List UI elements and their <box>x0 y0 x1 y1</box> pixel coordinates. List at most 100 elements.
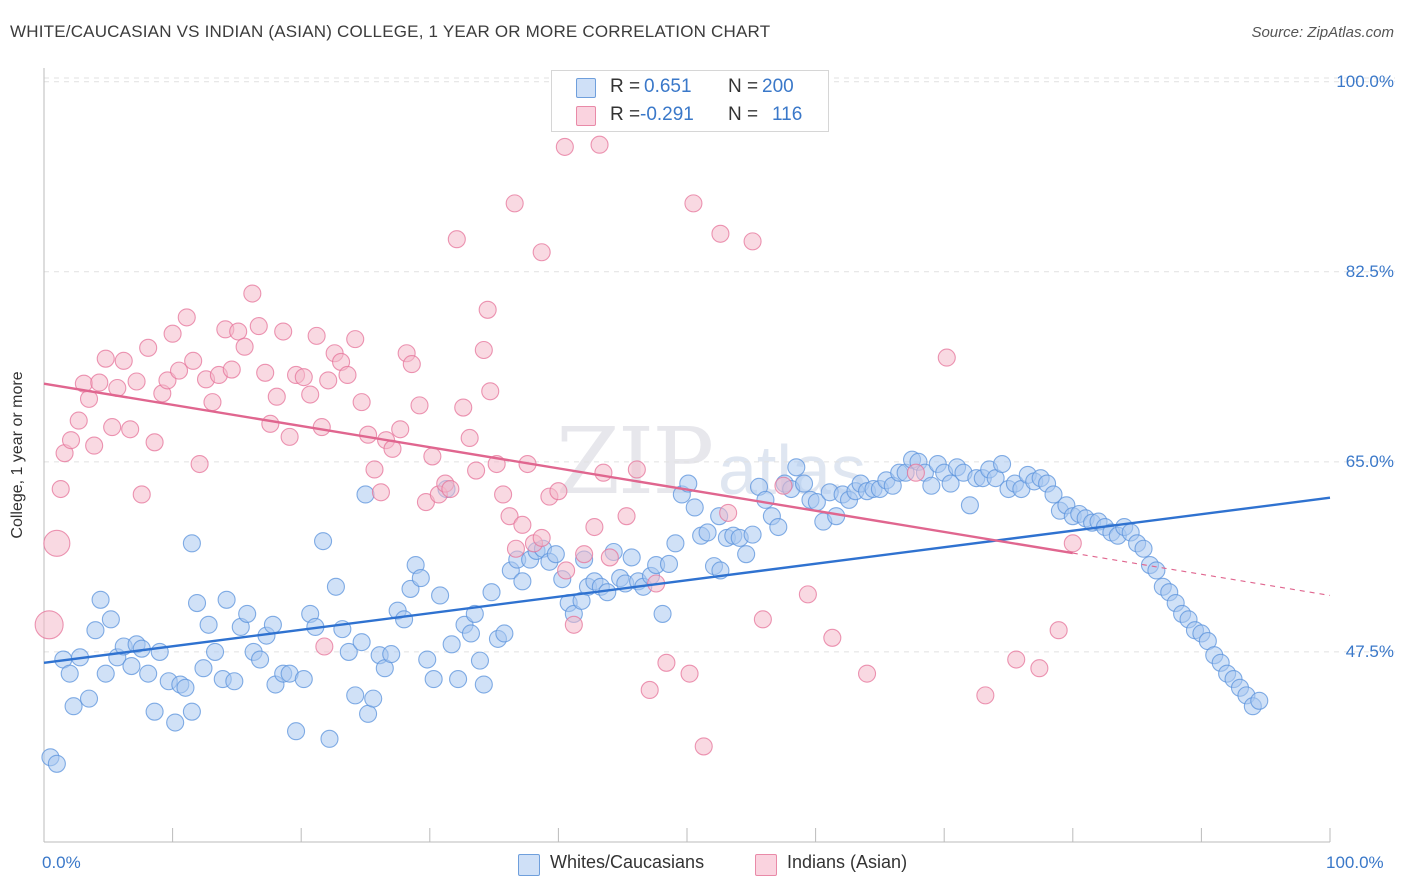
point-whites <box>993 454 1012 474</box>
point-indians <box>590 135 609 154</box>
point-indians <box>114 351 133 370</box>
point-whites <box>287 722 306 741</box>
point-indians <box>1063 534 1082 553</box>
point-indians <box>145 433 164 452</box>
legend-swatch-whites <box>518 854 540 876</box>
legend-r-value: 0.651 <box>644 76 692 97</box>
point-indians <box>243 284 262 303</box>
point-indians <box>857 664 877 683</box>
point-indians <box>280 427 299 446</box>
point-indians <box>256 363 275 382</box>
point-indians <box>43 529 71 557</box>
point-whites <box>145 702 164 721</box>
source-label: Source: ZipAtlas.com <box>1251 24 1394 41</box>
point-whites <box>482 583 501 602</box>
point-whites <box>356 485 375 504</box>
point-indians <box>190 454 209 474</box>
point-indians <box>906 463 925 482</box>
point-indians <box>203 393 222 412</box>
point-indians <box>249 317 268 336</box>
point-indians <box>506 539 526 558</box>
point-indians <box>478 300 497 319</box>
point-indians <box>500 507 519 526</box>
point-indians <box>158 371 177 390</box>
point-whites <box>176 678 195 697</box>
point-whites <box>60 664 79 683</box>
legend-swatch-indians <box>755 854 777 876</box>
point-indians <box>184 351 203 370</box>
point-indians <box>222 360 241 379</box>
point-indians <box>132 485 151 504</box>
point-indians <box>937 348 956 367</box>
point-indians <box>557 561 576 580</box>
point-indians <box>575 545 594 564</box>
point-indians <box>163 324 182 343</box>
point-indians <box>1030 659 1049 678</box>
point-indians <box>51 479 70 499</box>
legend-row-whites: R = 0.651 N = 200 <box>552 73 828 101</box>
point-whites <box>622 548 641 567</box>
point-whites <box>101 610 120 629</box>
point-whites <box>461 624 481 643</box>
point-indians <box>684 194 703 213</box>
point-indians <box>346 330 365 349</box>
point-whites <box>418 650 437 669</box>
point-whites <box>659 554 679 574</box>
point-whites <box>431 586 450 605</box>
point-whites <box>86 621 105 640</box>
point-whites <box>205 642 225 661</box>
point-whites <box>182 534 201 553</box>
point-whites <box>1044 485 1063 504</box>
point-whites <box>1147 561 1166 580</box>
y-axis-label: College, 1 year or more <box>9 371 26 539</box>
legend-n-label: N = <box>728 104 759 125</box>
point-whites <box>217 590 236 609</box>
point-indians <box>423 447 442 466</box>
point-whites <box>139 664 158 683</box>
point-whites <box>96 664 115 683</box>
point-whites <box>424 670 443 689</box>
legend-label-whites: Whites/Caucasians <box>550 852 705 872</box>
point-indians <box>319 371 338 390</box>
point-whites <box>679 474 698 493</box>
point-indians <box>127 372 146 391</box>
point-indians <box>307 326 326 345</box>
legend-r-label: R = <box>610 76 641 97</box>
point-indians <box>177 308 196 327</box>
point-indians <box>274 322 293 341</box>
point-whites <box>666 534 685 553</box>
point-whites <box>470 651 490 670</box>
point-whites <box>411 569 430 588</box>
point-indians <box>261 414 280 433</box>
point-whites <box>787 458 806 477</box>
point-indians <box>600 548 619 567</box>
point-indians <box>1049 621 1068 640</box>
point-indians <box>976 686 995 705</box>
point-whites <box>326 577 345 596</box>
legend-row-indians: R = -0.291 N = 116 <box>552 101 828 129</box>
point-whites <box>294 670 313 689</box>
point-indians <box>627 460 646 479</box>
point-whites <box>250 650 270 669</box>
point-whites <box>359 704 378 723</box>
point-indians <box>85 436 104 455</box>
legend-label-indians: Indians (Asian) <box>787 852 908 872</box>
point-whites <box>199 615 218 634</box>
point-indians <box>798 585 817 604</box>
point-whites <box>91 590 110 609</box>
y-tick-label: 100.0% <box>1336 71 1394 91</box>
point-whites <box>79 689 99 708</box>
point-whites <box>769 517 788 537</box>
point-indians <box>267 387 286 406</box>
point-whites <box>495 624 514 643</box>
point-whites <box>352 633 371 652</box>
point-whites <box>794 474 814 493</box>
point-indians <box>564 615 583 634</box>
point-whites <box>182 702 201 721</box>
point-indians <box>532 243 551 262</box>
legend-swatch-whites <box>576 78 596 98</box>
point-indians <box>121 420 140 439</box>
point-indians <box>694 737 713 756</box>
point-indians <box>1007 650 1026 669</box>
